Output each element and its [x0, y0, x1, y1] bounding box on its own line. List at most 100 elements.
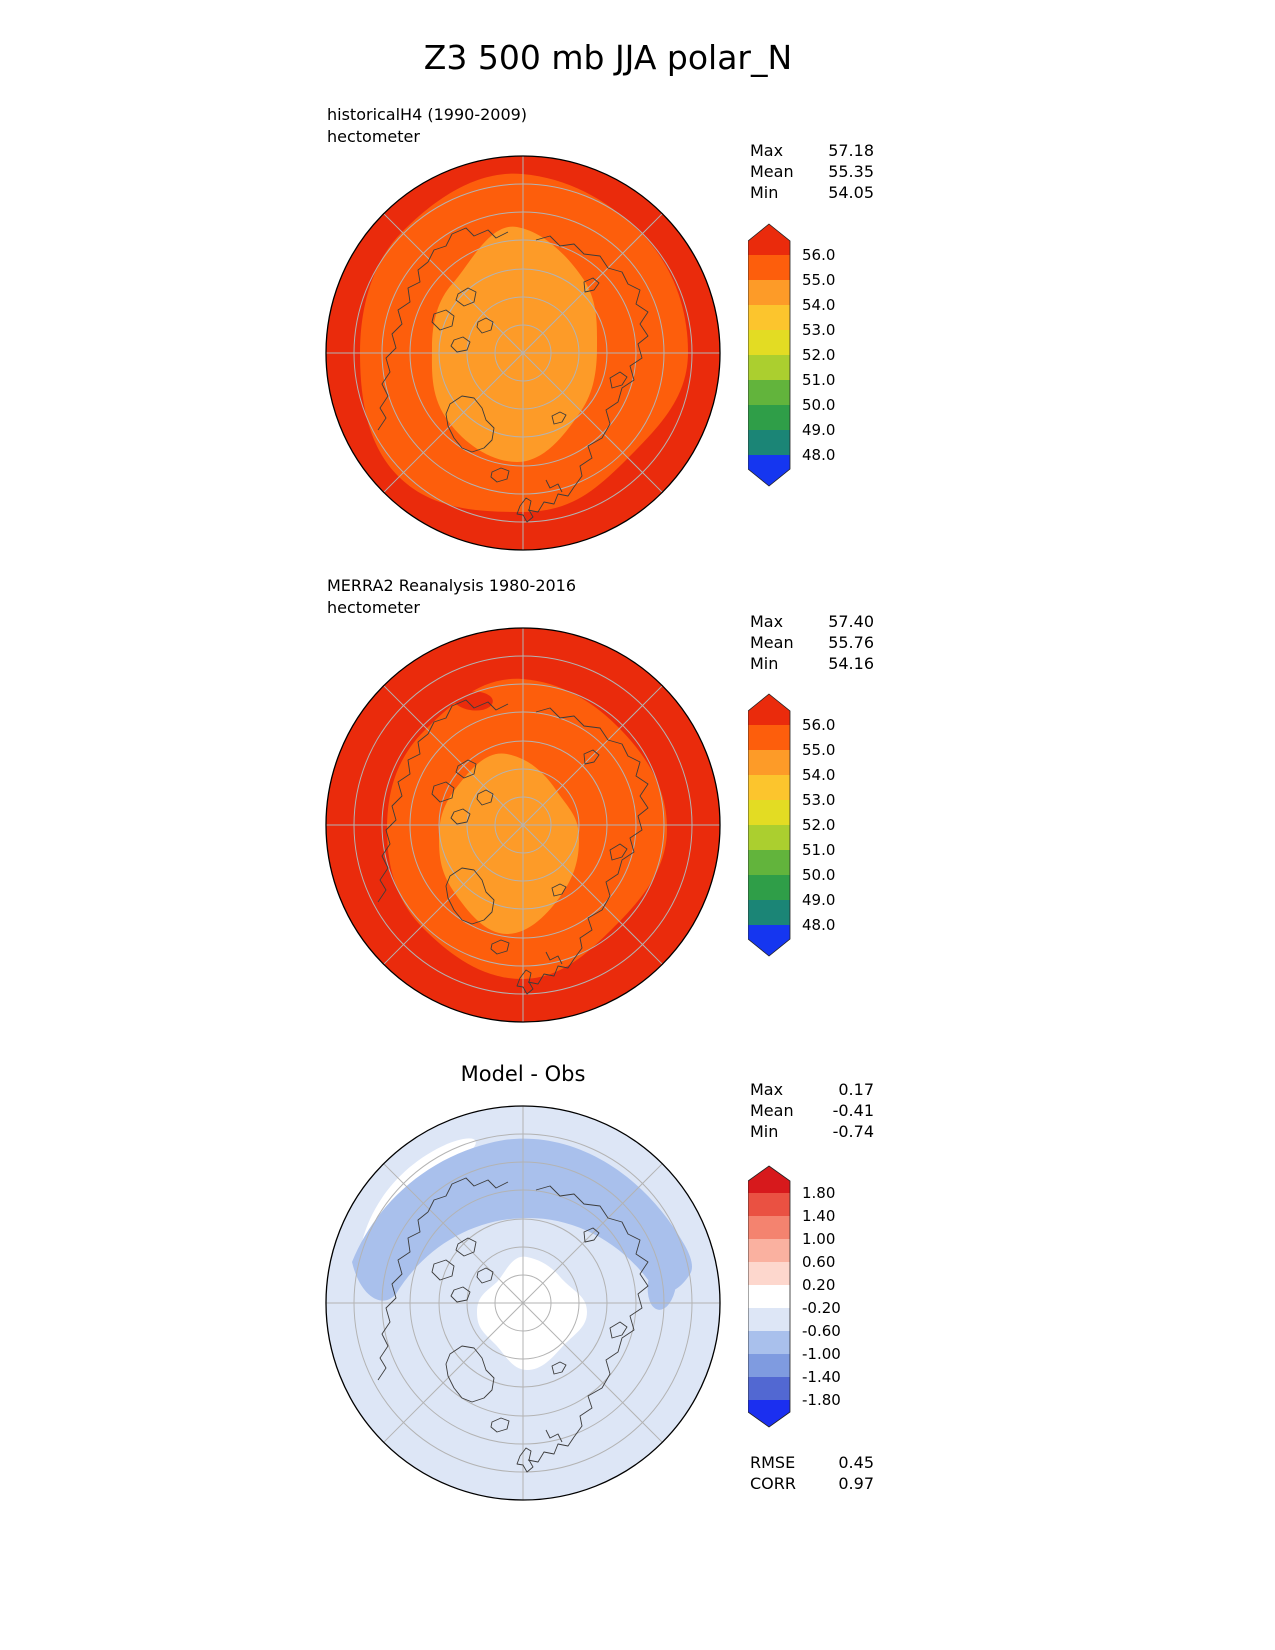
stat-label: Max — [750, 1080, 784, 1099]
panel2-units: hectometer — [327, 598, 420, 617]
metric-value: 0.97 — [838, 1474, 874, 1493]
metric-value: 0.45 — [838, 1453, 874, 1472]
panel3-title: Model - Obs — [460, 1062, 586, 1086]
colorbar-segment — [748, 380, 790, 405]
colorbar-tick: 54.0 — [802, 766, 835, 784]
colorbar-tick: 49.0 — [802, 891, 835, 909]
colorbar-tick: 52.0 — [802, 816, 835, 834]
colorbar-tick: 54.0 — [802, 296, 835, 314]
stat-label: Mean — [750, 1101, 794, 1120]
stat-value: -0.74 — [832, 1122, 874, 1141]
metric-label: CORR — [750, 1474, 796, 1493]
colorbar-segment — [748, 800, 790, 825]
stat-value: 57.40 — [828, 612, 874, 631]
colorbar-tick: 0.60 — [802, 1253, 835, 1271]
colorbar-tick: 0.20 — [802, 1276, 835, 1294]
colorbar-tick: 49.0 — [802, 421, 835, 439]
stat-label: Min — [750, 183, 779, 202]
colorbar-segment — [748, 1331, 790, 1354]
colorbar-tick: 1.80 — [802, 1184, 835, 1202]
panel2-stats: Max 57.40 Mean 55.76 Min 54.16 — [750, 611, 874, 674]
colorbar-tick: 52.0 — [802, 346, 835, 364]
colorbar: 1.80 1.40 1.00 0.60 0.20 -0.20 -0.60 -1.00 -1.40… — [748, 1165, 841, 1428]
colorbar-segment — [748, 1308, 790, 1331]
colorbar-arrow-top — [748, 694, 790, 725]
colorbar-segment — [748, 850, 790, 875]
colorbar: 56.0 55.0 54.0 53.0 52.0 51.0 50.0 49.0 48.0 — [748, 693, 835, 957]
stat-value: 54.05 — [828, 183, 874, 202]
colorbar-segment — [748, 725, 790, 750]
colorbar-tick: 51.0 — [802, 841, 835, 859]
field-neg1.0-neg0.6-patch — [647, 1258, 677, 1310]
colorbar-segment — [748, 1239, 790, 1262]
colorbar-segment — [748, 1216, 790, 1239]
colorbar-outline — [748, 693, 791, 957]
panel2-label: MERRA2 Reanalysis 1980-2016 hectometer — [327, 575, 576, 619]
colorbar-arrow-bottom — [748, 1400, 790, 1427]
graticule — [326, 628, 720, 1022]
colorbar-tick: -1.80 — [802, 1391, 841, 1409]
panel2-colorbar: 56.0 55.0 54.0 53.0 52.0 51.0 50.0 49.0 48.0 — [748, 693, 868, 959]
map-boundary — [325, 155, 721, 551]
polar-map-merra2 — [325, 627, 721, 1023]
stat-label: Max — [750, 612, 784, 631]
colorbar-tick: 56.0 — [802, 716, 835, 734]
colorbar-segment — [748, 1377, 790, 1400]
panel1-stats: Max 57.18 Mean 55.35 Min 54.05 — [750, 140, 874, 203]
panel1-label: historicalH4 (1990-2009) hectometer — [327, 104, 527, 148]
colorbar-segment — [748, 1262, 790, 1285]
panel3-stats: Max 0.17 Mean -0.41 Min -0.74 — [750, 1079, 874, 1142]
colorbar-tick: 55.0 — [802, 271, 835, 289]
colorbar-tick: 53.0 — [802, 321, 835, 339]
polar-map-model-minus-obs — [325, 1105, 721, 1501]
colorbar-tick: 1.00 — [802, 1230, 835, 1248]
stat-label: Min — [750, 654, 779, 673]
stat-value: 55.35 — [828, 162, 874, 181]
colorbar-segment — [748, 255, 790, 280]
panel2-title: MERRA2 Reanalysis 1980-2016 — [327, 576, 577, 595]
colorbar-tick: 55.0 — [802, 741, 835, 759]
stat-value: 54.16 — [828, 654, 874, 673]
panel3-metrics: RMSE 0.45 CORR 0.97 — [750, 1452, 874, 1494]
colorbar-outline — [748, 1165, 791, 1428]
colorbar-tick: 50.0 — [802, 866, 835, 884]
colorbar-tick: 48.0 — [802, 446, 835, 464]
stat-label: Mean — [750, 162, 794, 181]
stat-value: 55.76 — [828, 633, 874, 652]
colorbar-segment — [748, 825, 790, 850]
colorbar-arrow-top — [748, 1166, 790, 1193]
colorbar-arrow-top — [748, 224, 790, 255]
colorbar-segment — [748, 305, 790, 330]
stat-value: 57.18 — [828, 141, 874, 160]
stat-label: Max — [750, 141, 784, 160]
field-neg1.0-neg0.6-band — [352, 1138, 692, 1301]
colorbar: 56.0 55.0 54.0 53.0 52.0 51.0 50.0 49.0 48.0 — [748, 223, 835, 487]
stat-label: Min — [750, 1122, 779, 1141]
colorbar-tick: 51.0 — [802, 371, 835, 389]
colorbar-outline — [748, 223, 791, 487]
colorbar-tick: 56.0 — [802, 246, 835, 264]
colorbar-tick: -1.00 — [802, 1345, 841, 1363]
colorbar-tick: -1.40 — [802, 1368, 841, 1386]
stat-label: Mean — [750, 633, 794, 652]
panel1-units: hectometer — [327, 127, 420, 146]
metric-label: RMSE — [750, 1453, 796, 1472]
map-boundary — [325, 1105, 721, 1501]
colorbar-arrow-bottom — [748, 455, 790, 486]
colorbar-segment — [748, 280, 790, 305]
map-boundary — [325, 627, 721, 1023]
panel1-title: historicalH4 (1990-2009) — [327, 105, 528, 124]
colorbar-arrow-bottom — [748, 925, 790, 956]
polar-map-historical — [325, 155, 721, 551]
colorbar-segment — [748, 1193, 790, 1216]
colorbar-segment — [748, 330, 790, 355]
colorbar-tick: -0.20 — [802, 1299, 841, 1317]
colorbar-segment — [748, 355, 790, 380]
colorbar-segment — [748, 1285, 790, 1308]
colorbar-segment — [748, 405, 790, 430]
colorbar-tick: 50.0 — [802, 396, 835, 414]
stat-value: -0.41 — [832, 1101, 874, 1120]
panel3-colorbar: 1.80 1.40 1.00 0.60 0.20 -0.20 -0.60 -1.00 -1.40… — [748, 1165, 868, 1430]
graticule — [326, 156, 720, 550]
